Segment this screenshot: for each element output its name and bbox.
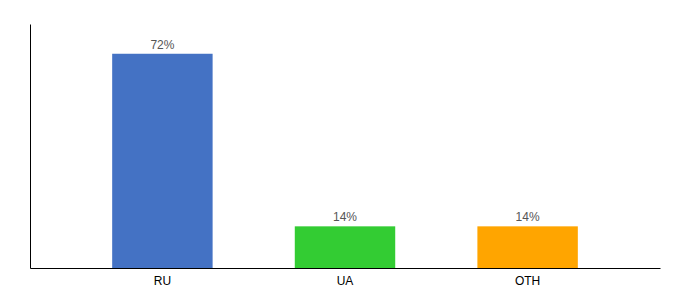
x-tick: RU (154, 274, 171, 288)
y-axis-line (30, 25, 31, 269)
x-axis: RU UA OTH (31, 269, 661, 289)
y-axis (30, 25, 31, 269)
bar (112, 54, 212, 268)
chart-svg: 72% 14% 14% RU UA OTH (0, 0, 680, 300)
x-axis-line (31, 268, 661, 269)
bars (112, 54, 578, 268)
data-label: 14% (333, 210, 357, 224)
x-tick: OTH (515, 274, 540, 288)
data-labels: 72% 14% 14% (150, 38, 540, 225)
x-tick: UA (337, 274, 354, 288)
data-label: 72% (150, 38, 174, 52)
bar (477, 226, 577, 268)
plot-area: 72% 14% 14% RU UA OTH (31, 25, 661, 289)
x-tick-label: OTH (515, 274, 540, 288)
bar (295, 226, 395, 268)
x-tick-label: UA (337, 274, 354, 288)
x-tick-label: RU (154, 274, 171, 288)
data-label: 14% (516, 210, 540, 224)
